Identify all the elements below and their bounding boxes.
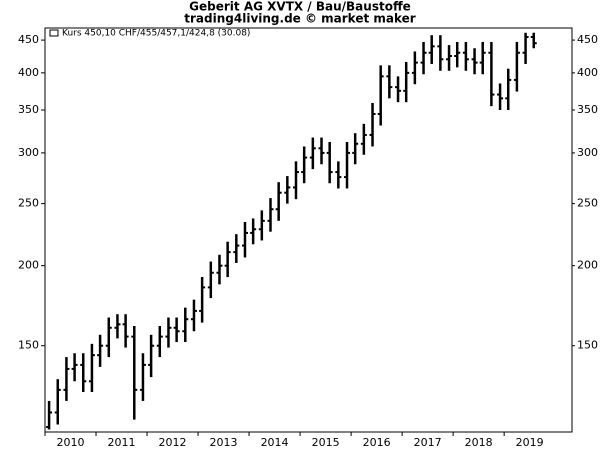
x-tick-label: 2010 xyxy=(57,436,85,449)
y-tick-label-right: 450 xyxy=(577,33,598,46)
y-tick-label: 350 xyxy=(18,103,39,116)
y-tick-label: 300 xyxy=(18,146,39,159)
y-tick-label-right: 250 xyxy=(577,197,598,210)
y-tick-label: 150 xyxy=(18,339,39,352)
x-tick-label: 2014 xyxy=(261,436,289,449)
y-tick-label-right: 150 xyxy=(577,339,598,352)
legend-swatch xyxy=(49,29,59,37)
y-tick-label-right: 350 xyxy=(577,103,598,116)
y-tick-label: 400 xyxy=(18,66,39,79)
plot-frame xyxy=(44,27,573,433)
y-tick-label: 200 xyxy=(18,259,39,272)
x-tick-label: 2016 xyxy=(363,436,391,449)
x-tick-label: 2012 xyxy=(159,436,187,449)
y-tick-label-right: 300 xyxy=(577,146,598,159)
legend-label: Kurs 450,10 CHF/455/457,1/424,8 (30.08) xyxy=(62,29,250,39)
x-tick-label: 2011 xyxy=(108,436,136,449)
chart-title: Geberit AG XVTX / Bau/Baustoffe xyxy=(189,0,411,14)
y-tick-label-right: 400 xyxy=(577,66,598,79)
x-tick-label: 2015 xyxy=(312,436,340,449)
x-tick-label: 2019 xyxy=(516,436,544,449)
x-tick-label: 2013 xyxy=(210,436,238,449)
x-tick-label: 2018 xyxy=(465,436,493,449)
x-tick-label: 2017 xyxy=(414,436,442,449)
chart-subtitle: trading4living.de © market maker xyxy=(184,12,416,26)
y-tick-label: 250 xyxy=(18,197,39,210)
y-tick-label-right: 200 xyxy=(577,259,598,272)
y-tick-label: 450 xyxy=(18,33,39,46)
